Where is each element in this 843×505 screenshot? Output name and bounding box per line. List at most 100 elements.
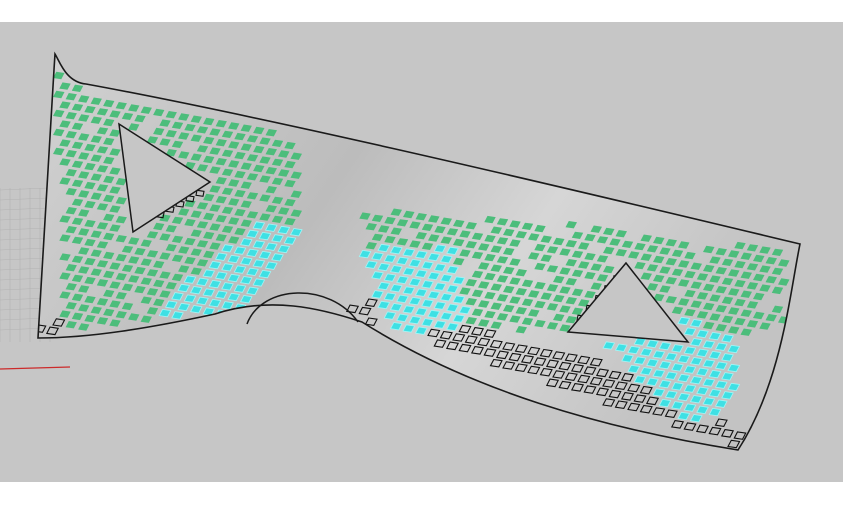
green-panel — [746, 301, 759, 309]
outlined-panel — [495, 350, 510, 360]
green-panel — [109, 319, 121, 327]
green-panel — [96, 279, 109, 287]
cyan-panel — [196, 277, 209, 287]
green-panel — [96, 146, 109, 154]
green-panel — [71, 179, 84, 187]
green-panel — [515, 269, 527, 277]
green-panel — [109, 148, 121, 156]
outlined-panel — [589, 376, 603, 386]
outlined-panel — [527, 365, 541, 375]
green-panel — [253, 164, 265, 173]
cyan-panel — [714, 361, 728, 370]
green-panel — [115, 273, 127, 281]
green-panel — [478, 281, 490, 289]
green-panel — [71, 103, 84, 111]
cyan-panel — [689, 376, 703, 385]
triangle-opening-left — [118, 122, 212, 234]
cyan-panel — [708, 369, 722, 379]
cyan-panel — [371, 252, 384, 261]
panel-grid — [38, 71, 790, 450]
cyan-panel — [252, 259, 266, 268]
green-panel — [96, 184, 109, 192]
green-panel — [596, 274, 609, 282]
perspective-3d-viewport[interactable] — [0, 22, 843, 482]
cyan-panel — [708, 331, 722, 341]
cyan-panel — [427, 271, 441, 281]
green-panel — [603, 246, 615, 255]
cyan-panel — [652, 369, 666, 378]
triangle-opening-right — [566, 261, 690, 343]
green-panel — [265, 186, 277, 194]
cyan-panel — [664, 371, 678, 380]
cyan-panel — [383, 273, 397, 282]
green-panel — [90, 173, 102, 181]
cyan-panel — [671, 344, 684, 353]
green-panel — [209, 223, 221, 231]
green-panel — [365, 223, 377, 231]
green-panel — [284, 160, 296, 169]
green-panel — [103, 137, 115, 146]
green-panel — [65, 150, 77, 158]
green-panel — [640, 234, 652, 242]
green-panel — [734, 241, 746, 250]
cyan-panel — [196, 296, 209, 306]
green-panel — [678, 241, 690, 249]
green-panel — [703, 264, 715, 273]
outlined-panel — [483, 329, 497, 338]
green-panel — [565, 316, 577, 324]
green-panel — [709, 275, 721, 283]
outlined-panel — [670, 419, 685, 429]
outlined-panel — [608, 389, 622, 399]
green-panel — [215, 158, 227, 166]
cyan-panel — [671, 363, 684, 372]
green-panel — [740, 290, 752, 298]
green-panel — [484, 253, 496, 262]
green-panel — [578, 261, 590, 269]
green-panel — [515, 288, 527, 296]
green-panel — [459, 230, 471, 238]
green-panel — [84, 257, 96, 266]
green-panel — [53, 147, 65, 156]
cyan-panel — [671, 382, 684, 391]
green-panel — [103, 99, 115, 108]
green-panel — [696, 273, 709, 281]
green-panel — [753, 273, 765, 282]
green-panel — [534, 262, 546, 271]
green-panel — [128, 256, 140, 264]
green-panel — [78, 323, 90, 331]
outlined-panel — [639, 404, 653, 414]
green-panel — [215, 215, 227, 223]
outlined-panel — [614, 400, 628, 410]
green-panel — [171, 216, 184, 224]
green-panel — [78, 228, 90, 236]
green-panel — [59, 139, 71, 147]
cyan-panel — [208, 298, 222, 308]
green-panel — [78, 209, 90, 217]
green-panel — [653, 293, 665, 302]
green-panel — [290, 152, 302, 160]
cyan-panel — [239, 295, 253, 304]
green-panel — [221, 168, 234, 176]
green-panel — [221, 187, 234, 195]
green-panel — [190, 115, 202, 123]
green-panel — [59, 101, 71, 109]
green-panel — [121, 264, 134, 272]
green-panel — [228, 141, 240, 149]
outlined-panel — [489, 339, 503, 349]
green-panel — [246, 192, 259, 200]
cyan-panel — [658, 360, 672, 370]
green-panel — [221, 206, 234, 214]
green-panel — [71, 198, 84, 206]
outlined-panel — [52, 318, 66, 327]
green-panel — [665, 296, 677, 304]
cyan-panel — [602, 341, 616, 350]
green-panel — [209, 185, 221, 193]
green-panel — [446, 228, 459, 236]
green-panel — [471, 270, 484, 279]
green-panel — [440, 217, 452, 225]
green-panel — [140, 258, 152, 266]
green-panel — [78, 266, 90, 274]
green-panel — [665, 258, 677, 266]
green-panel — [665, 239, 677, 247]
green-panel — [96, 165, 109, 173]
